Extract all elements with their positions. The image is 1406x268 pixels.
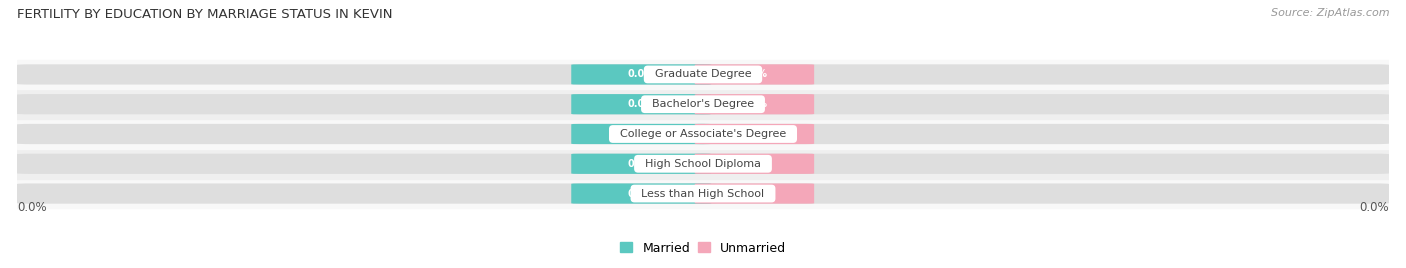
Text: 0.0%: 0.0%: [627, 99, 655, 109]
Legend: Married, Unmarried: Married, Unmarried: [614, 237, 792, 260]
Text: 0.0%: 0.0%: [627, 129, 655, 139]
FancyBboxPatch shape: [571, 124, 711, 144]
Text: 0.0%: 0.0%: [1360, 201, 1389, 214]
FancyBboxPatch shape: [689, 154, 1389, 174]
Bar: [17, 89, 1389, 119]
FancyBboxPatch shape: [695, 124, 814, 144]
Text: 0.0%: 0.0%: [627, 189, 655, 199]
FancyBboxPatch shape: [571, 94, 711, 114]
Text: 0.0%: 0.0%: [741, 99, 768, 109]
Text: College or Associate's Degree: College or Associate's Degree: [613, 129, 793, 139]
FancyBboxPatch shape: [695, 94, 814, 114]
FancyBboxPatch shape: [689, 124, 1389, 144]
Text: 0.0%: 0.0%: [741, 129, 768, 139]
FancyBboxPatch shape: [695, 183, 814, 204]
Text: 0.0%: 0.0%: [741, 69, 768, 79]
FancyBboxPatch shape: [17, 154, 717, 174]
Text: 0.0%: 0.0%: [17, 201, 46, 214]
FancyBboxPatch shape: [689, 64, 1389, 85]
Text: Bachelor's Degree: Bachelor's Degree: [645, 99, 761, 109]
FancyBboxPatch shape: [17, 124, 717, 144]
Text: Source: ZipAtlas.com: Source: ZipAtlas.com: [1271, 8, 1389, 18]
Bar: [17, 149, 1389, 179]
Bar: [17, 179, 1389, 209]
Text: 0.0%: 0.0%: [627, 69, 655, 79]
FancyBboxPatch shape: [695, 64, 814, 85]
Text: 0.0%: 0.0%: [741, 159, 768, 169]
Text: Graduate Degree: Graduate Degree: [648, 69, 758, 79]
Bar: [17, 119, 1389, 149]
FancyBboxPatch shape: [689, 94, 1389, 114]
FancyBboxPatch shape: [695, 154, 814, 174]
Text: High School Diploma: High School Diploma: [638, 159, 768, 169]
FancyBboxPatch shape: [571, 64, 711, 85]
FancyBboxPatch shape: [571, 154, 711, 174]
FancyBboxPatch shape: [17, 64, 717, 85]
Text: FERTILITY BY EDUCATION BY MARRIAGE STATUS IN KEVIN: FERTILITY BY EDUCATION BY MARRIAGE STATU…: [17, 8, 392, 21]
FancyBboxPatch shape: [689, 183, 1389, 204]
Text: Less than High School: Less than High School: [634, 189, 772, 199]
FancyBboxPatch shape: [17, 183, 717, 204]
Bar: [17, 59, 1389, 89]
FancyBboxPatch shape: [17, 94, 717, 114]
FancyBboxPatch shape: [571, 183, 711, 204]
Text: 0.0%: 0.0%: [627, 159, 655, 169]
Text: 0.0%: 0.0%: [741, 189, 768, 199]
